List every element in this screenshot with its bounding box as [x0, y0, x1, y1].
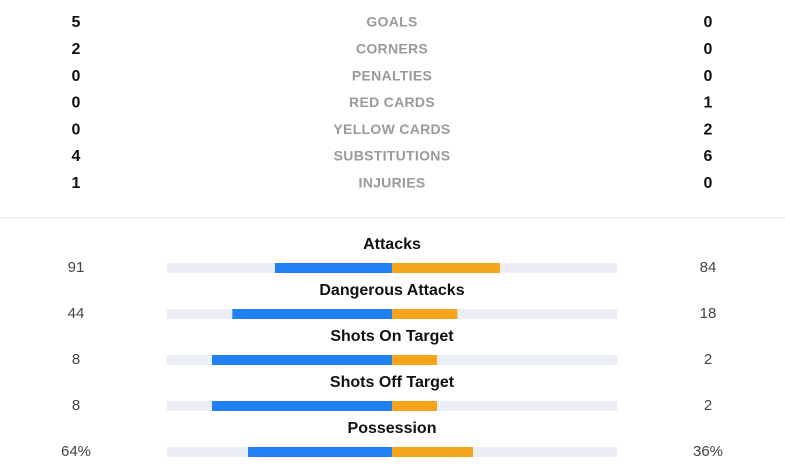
away-bar	[392, 309, 458, 319]
stat-label: SUBSTITUTIONS	[334, 148, 451, 164]
away-value: 36%	[693, 443, 723, 460]
away-value: 0	[704, 68, 713, 85]
away-value: 0	[704, 41, 713, 58]
away-bar	[392, 263, 500, 273]
away-value: 2	[704, 121, 713, 138]
bar-title: Dangerous Attacks	[319, 282, 464, 299]
away-value: 18	[700, 305, 717, 322]
home-value: 91	[68, 259, 85, 276]
home-bar	[248, 447, 392, 457]
away-value: 84	[700, 259, 717, 276]
home-value: 0	[72, 95, 81, 112]
stat-label: GOALS	[366, 14, 417, 30]
home-value: 44	[68, 305, 85, 322]
home-value: 64%	[61, 443, 91, 460]
away-value: 0	[704, 14, 713, 31]
home-bar	[232, 309, 392, 319]
home-value: 8	[72, 397, 80, 414]
home-value: 8	[72, 351, 80, 368]
stat-label: CORNERS	[356, 41, 428, 57]
away-bar	[392, 447, 473, 457]
home-bar	[212, 355, 392, 365]
bar-title: Possession	[348, 420, 437, 437]
home-bar	[275, 263, 392, 273]
away-value: 6	[704, 148, 713, 165]
bar-title: Shots Off Target	[330, 374, 455, 391]
home-value: 0	[72, 68, 81, 85]
away-value: 2	[704, 351, 712, 368]
away-value: 0	[704, 175, 713, 192]
away-bar	[392, 401, 437, 411]
away-bar	[392, 355, 437, 365]
stat-label: RED CARDS	[349, 94, 435, 110]
away-value: 1	[704, 95, 713, 112]
away-value: 2	[704, 397, 712, 414]
stat-label: PENALTIES	[352, 67, 432, 83]
home-value: 5	[72, 14, 81, 31]
home-value: 2	[72, 41, 81, 58]
bar-title: Shots On Target	[330, 328, 454, 345]
home-value: 1	[72, 175, 81, 192]
stat-label: YELLOW CARDS	[333, 121, 450, 137]
home-value: 4	[72, 148, 81, 165]
home-bar	[212, 401, 392, 411]
home-value: 0	[72, 121, 81, 138]
bar-title: Attacks	[363, 236, 421, 253]
stat-label: INJURIES	[359, 175, 426, 191]
